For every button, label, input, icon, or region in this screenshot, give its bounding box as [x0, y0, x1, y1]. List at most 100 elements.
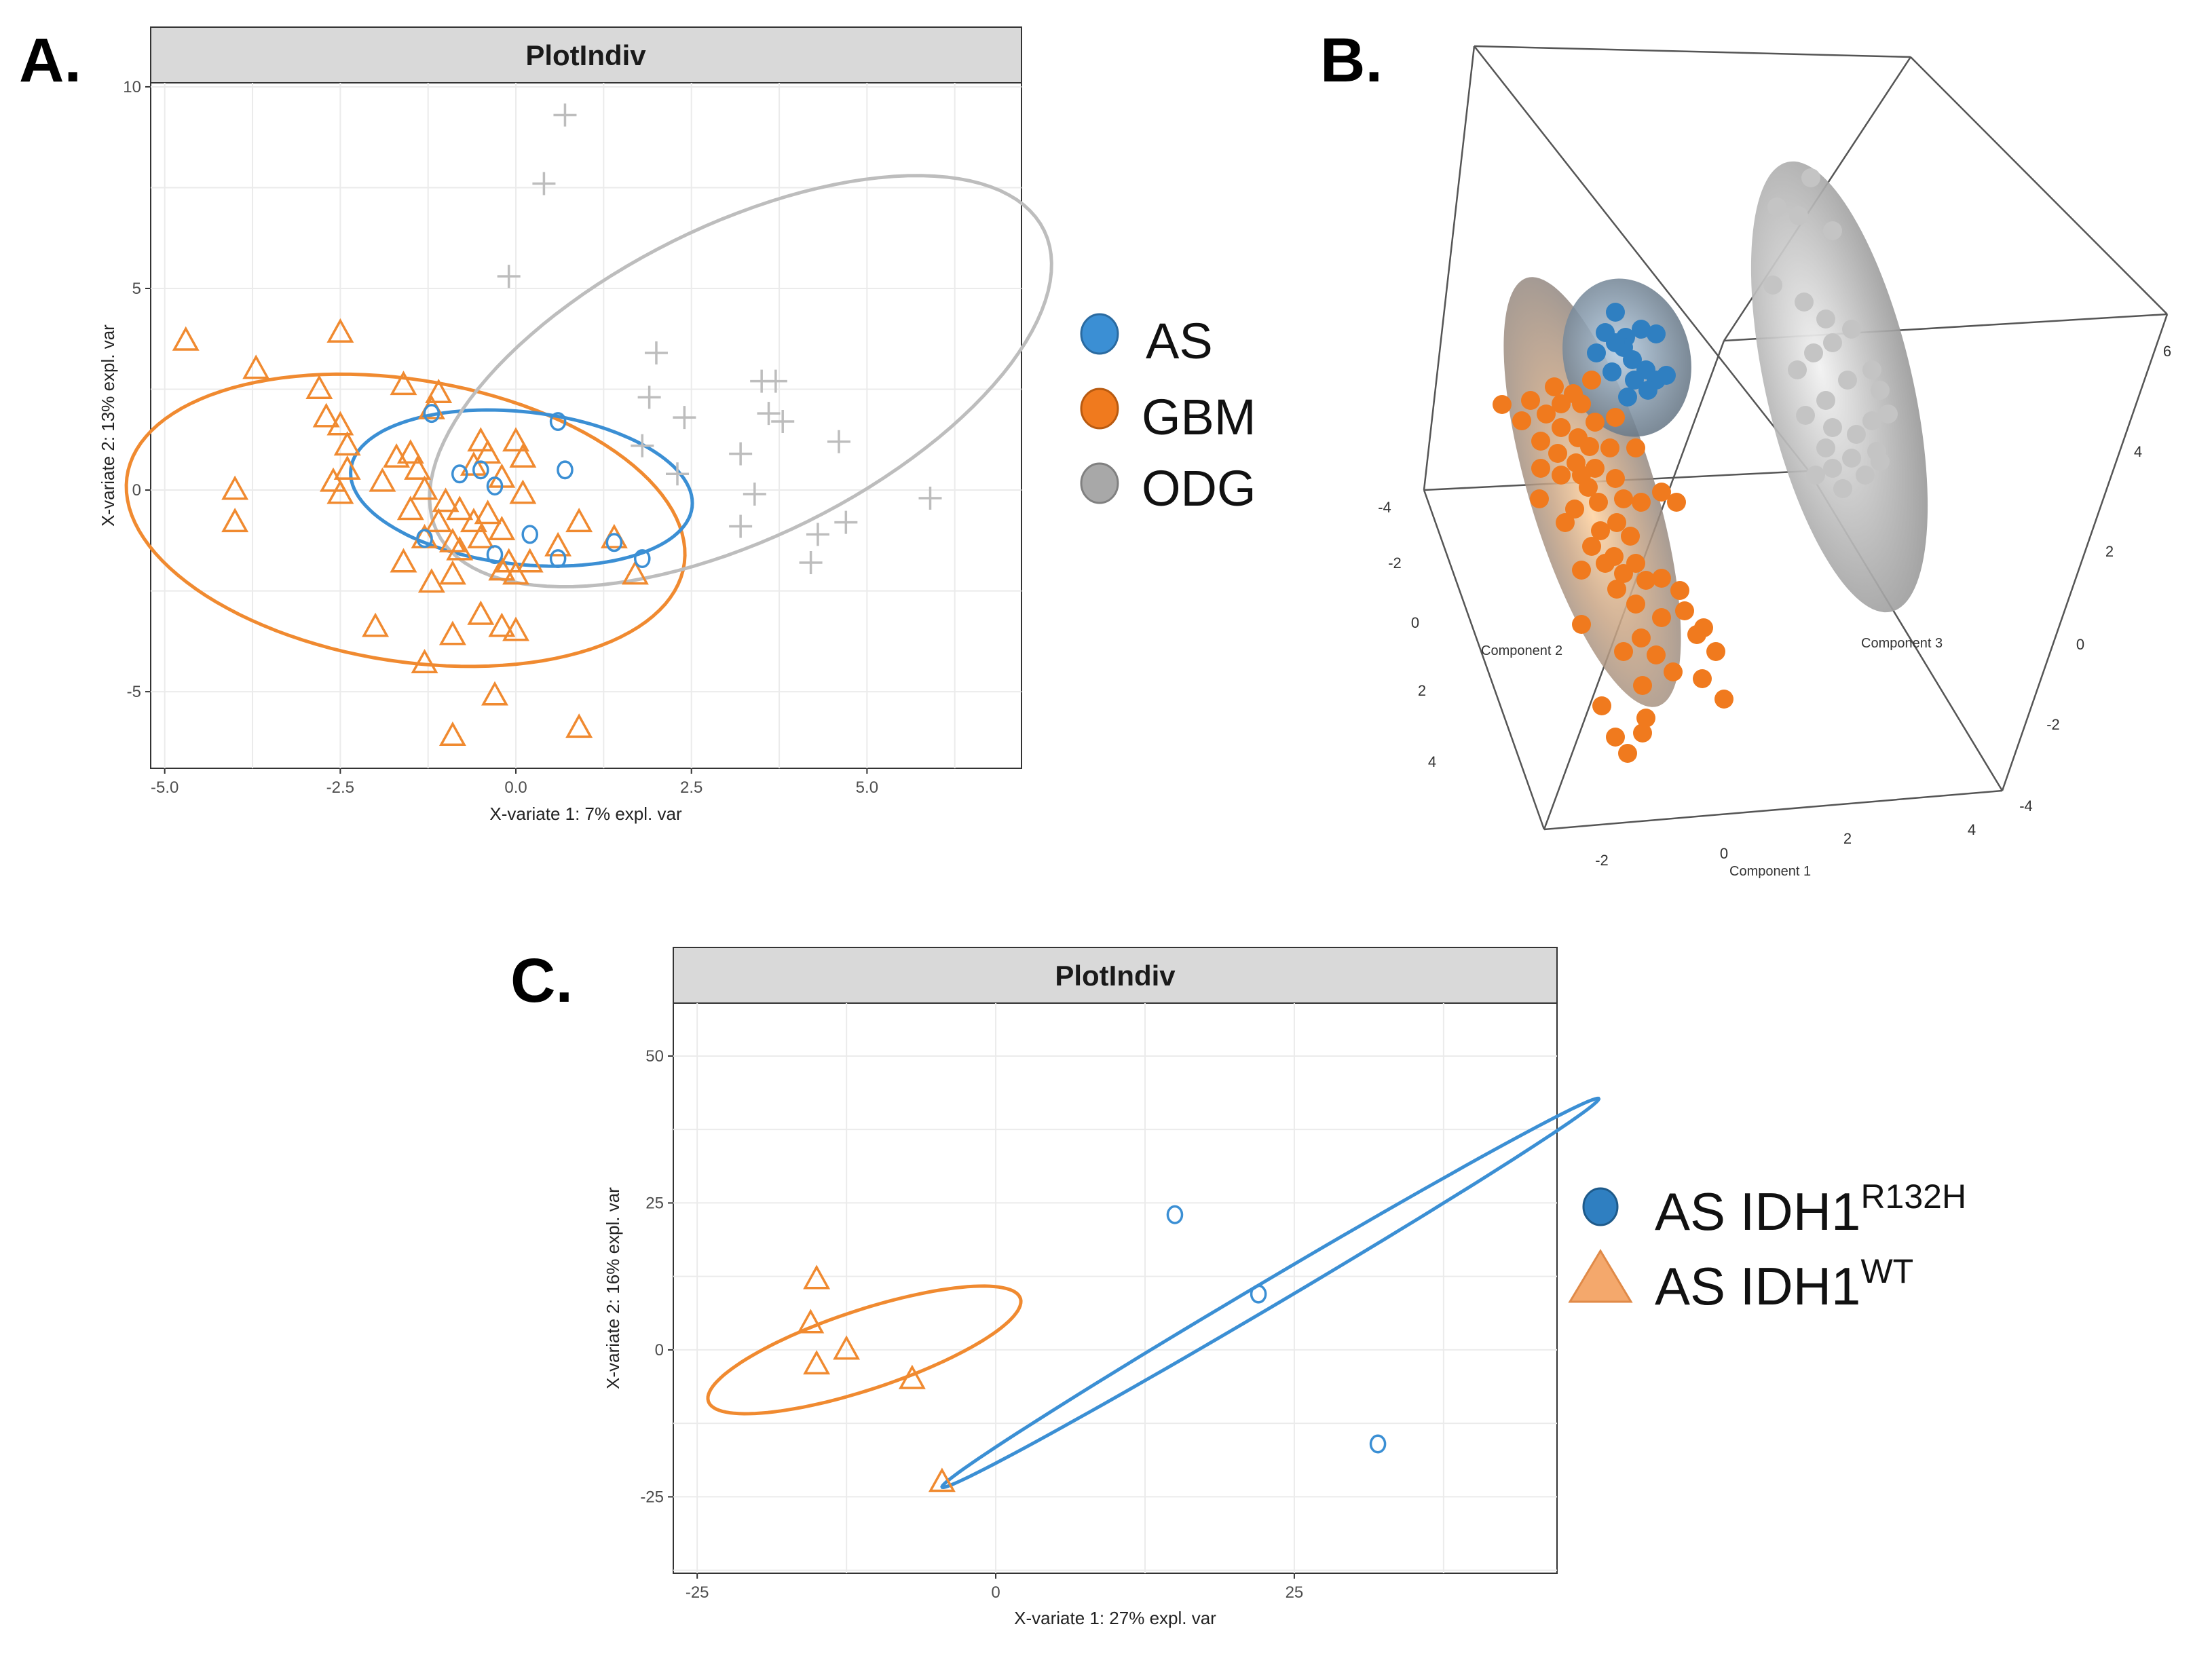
point-gbm-3d — [1521, 391, 1540, 410]
point-gbm-3d — [1670, 581, 1689, 600]
legend-as-marker — [1080, 313, 1119, 355]
z3d-tick-label: 4 — [2134, 443, 2142, 460]
point-gbm — [467, 600, 495, 625]
panel-b-ticks: -2 0 2 4 -4 -2 0 2 4 -4 -2 0 2 4 6 — [1378, 343, 2171, 869]
panel-c-y-ticks: -25 0 25 50 — [640, 1047, 673, 1506]
panel-b-xlabel: Component 1 — [1729, 864, 1811, 879]
point-odg-3d — [1871, 381, 1890, 400]
point-odg-3d — [1862, 360, 1881, 379]
point-gbm-3d — [1530, 489, 1549, 508]
x-tick-label: -25 — [686, 1583, 709, 1602]
panel-a-strip — [150, 26, 1022, 83]
point-gbm-3d — [1552, 466, 1571, 485]
point-gbm-3d — [1606, 469, 1625, 488]
legend-idh1-r132h-sup: R132H — [1860, 1178, 1966, 1216]
point-gbm-3d — [1607, 580, 1626, 599]
point-gbm — [565, 713, 593, 738]
point-gbm — [621, 560, 649, 585]
y3d-tick-label: -2 — [1388, 555, 1402, 571]
point-gbm — [417, 568, 445, 593]
x-tick-label: 0 — [991, 1583, 1000, 1602]
point-as-3d — [1623, 350, 1642, 369]
box-edge — [1910, 56, 2168, 315]
point-gbm-3d — [1626, 438, 1645, 457]
point-odg-3d — [1788, 360, 1807, 379]
point-as-idh1wt — [797, 1309, 825, 1334]
point-gbm-3d — [1572, 394, 1591, 413]
panel-a-x-label: X-variate 1: 7% expl. var — [489, 804, 682, 824]
point-gbm-3d — [1614, 564, 1633, 583]
x-tick-label: 25 — [1286, 1583, 1304, 1602]
point-gbm — [474, 500, 502, 525]
legend-odg-label: ODG — [1142, 460, 1256, 516]
point-as-3d — [1606, 333, 1625, 352]
point-odg-3d — [1795, 293, 1814, 312]
point-odg — [729, 514, 753, 538]
panel-c-x-ticks: -25 0 25 — [686, 1573, 1303, 1602]
panel-b: B. — [1320, 26, 2171, 879]
odg-ellipsoid — [1750, 161, 1928, 613]
box-edge — [1423, 45, 1476, 491]
point-gbm — [467, 523, 495, 548]
y-tick-label: 25 — [645, 1194, 664, 1212]
point-odg-3d — [1842, 449, 1861, 468]
legend-idh1-wt-sup: WT — [1860, 1252, 1913, 1290]
panel-c-points — [797, 1205, 1387, 1492]
panel-b-zlabel: Component 3 — [1861, 636, 1943, 651]
point-gbm-3d — [1552, 418, 1571, 437]
panel-c-letter: C. — [510, 946, 573, 1015]
point-odg-3d — [1816, 309, 1835, 328]
point-gbm — [481, 681, 508, 706]
z3d-tick-label: 2 — [2105, 543, 2114, 560]
x-tick-label: 0.0 — [504, 778, 527, 797]
panel-c-title: PlotIndiv — [1055, 960, 1176, 992]
point-gbm — [396, 495, 424, 521]
point-odg-3d — [1823, 459, 1842, 478]
point-gbm-3d — [1580, 437, 1599, 456]
point-odg-3d — [1847, 425, 1866, 444]
legend-idh1-r132h-label: AS IDH1R132H — [1655, 1178, 1966, 1241]
point-gbm-3d — [1693, 669, 1712, 688]
legend-idh1-r132h-marker — [1582, 1187, 1619, 1226]
point-gbm-3d — [1572, 615, 1591, 634]
point-gbm-3d — [1633, 676, 1652, 695]
legend-ab: AS GBM ODG — [1080, 313, 1256, 516]
point-gbm — [390, 371, 417, 396]
point-odg — [764, 369, 787, 393]
point-as — [549, 549, 567, 569]
point-gbm-3d — [1493, 395, 1512, 414]
point-as-3d — [1606, 303, 1625, 322]
point-odg — [771, 410, 795, 434]
point-gbm-3d — [1592, 696, 1611, 715]
ellipse-odg — [428, 174, 1053, 589]
y3d-tick-label: 0 — [1411, 614, 1419, 631]
point-gbm-3d — [1633, 723, 1652, 743]
point-gbm-3d — [1548, 444, 1567, 463]
point-odg-3d — [1879, 405, 1898, 424]
point-odg-3d — [1804, 343, 1823, 362]
point-odg — [743, 483, 766, 506]
panel-a-y-ticks: -5 0 5 10 — [123, 78, 151, 701]
point-gbm-3d — [1591, 521, 1610, 540]
point-odg-3d — [1823, 418, 1842, 437]
point-gbm-3d — [1687, 625, 1706, 644]
point-gbm — [425, 379, 453, 403]
point-gbm — [467, 427, 495, 452]
point-gbm — [411, 649, 438, 674]
point-as-idh1r132h — [1166, 1205, 1184, 1224]
point-gbm — [460, 508, 487, 533]
panel-c-x-label: X-variate 1: 27% expl. var — [1014, 1608, 1216, 1628]
panel-b-points — [1493, 168, 1898, 763]
point-as — [633, 549, 651, 569]
point-as — [486, 545, 504, 565]
box-edge — [2001, 314, 2169, 791]
point-gbm — [411, 475, 438, 500]
point-gbm-3d — [1607, 513, 1626, 532]
point-as-idh1wt — [928, 1467, 956, 1492]
point-gbm — [242, 354, 270, 379]
point-odg-3d — [1833, 479, 1852, 498]
point-odg-3d — [1862, 411, 1881, 430]
point-gbm-3d — [1565, 500, 1584, 519]
ellipse-as-idh1wt — [706, 1284, 1023, 1416]
point-gbm — [488, 516, 516, 540]
